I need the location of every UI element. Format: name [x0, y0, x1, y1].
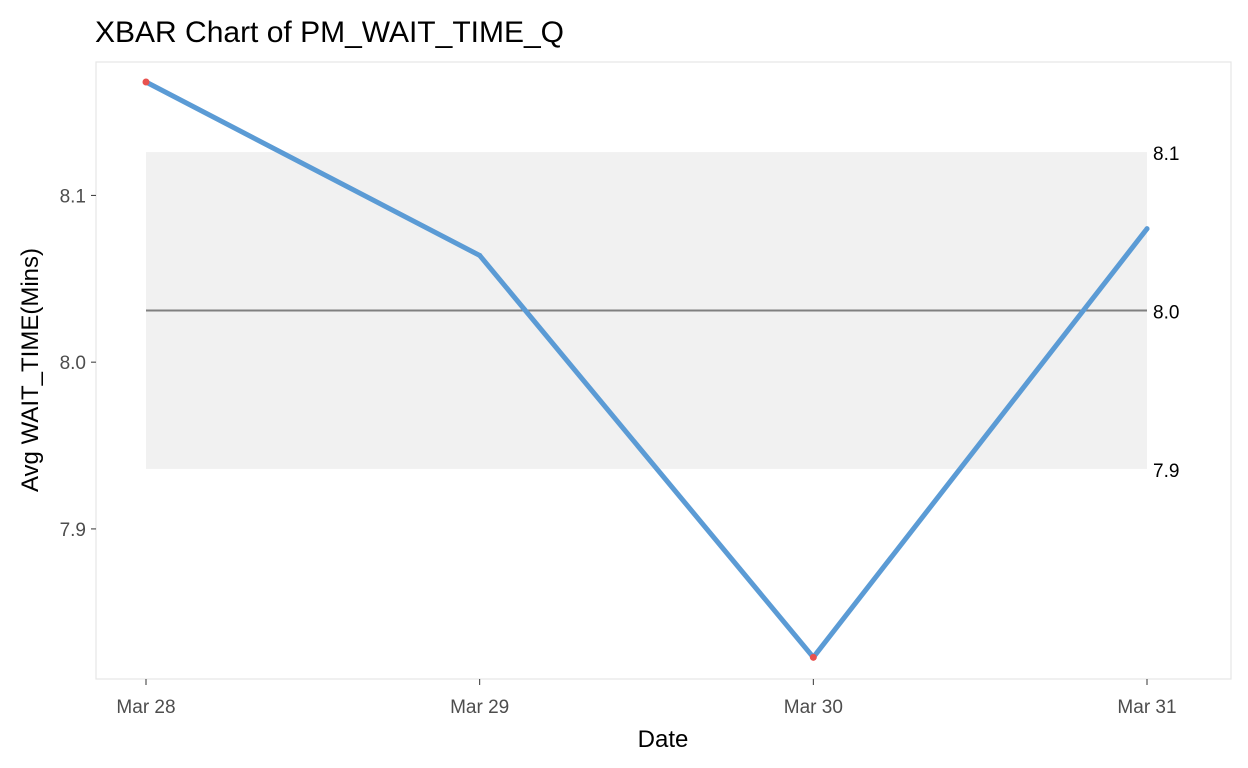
ucl-label: 8.1 [1153, 144, 1179, 165]
out-of-control-point [809, 653, 817, 661]
series-group [142, 78, 1150, 661]
series-line [143, 79, 1150, 660]
out-of-control-point [142, 78, 150, 86]
center-line-label: 8.0 [1153, 302, 1179, 323]
chart-title: XBAR Chart of PM_WAIT_TIME_Q [95, 16, 564, 49]
y-tick-label: 8.0 [60, 353, 86, 374]
lcl-label: 7.9 [1153, 461, 1179, 482]
y-axis-title: Avg WAIT_TIME(Mins) [17, 248, 44, 492]
control-limit-labels: 8.1 8.0 7.9 [1153, 144, 1179, 482]
x-tick-label: Mar 30 [784, 697, 843, 718]
y-axis-ticks: 7.9 8.0 8.1 [60, 186, 96, 541]
x-tick-label: Mar 28 [116, 697, 175, 718]
panel-border [95, 61, 1232, 680]
x-tick-label: Mar 29 [450, 697, 509, 718]
plot-area: 7.98.08.1 Mar 28 Mar 29 Mar 30 Mar 31 8.18.… [60, 61, 1232, 718]
x-axis-ticks: Mar 28 Mar 29 Mar 30 Mar 31 [116, 679, 1177, 718]
data-point [477, 252, 483, 258]
y-tick-label: 8.1 [60, 186, 86, 207]
x-axis-title: Date [638, 726, 689, 753]
x-tick-label: Mar 31 [1117, 697, 1176, 718]
y-tick-label: 7.9 [60, 520, 86, 541]
data-point [1144, 226, 1150, 232]
